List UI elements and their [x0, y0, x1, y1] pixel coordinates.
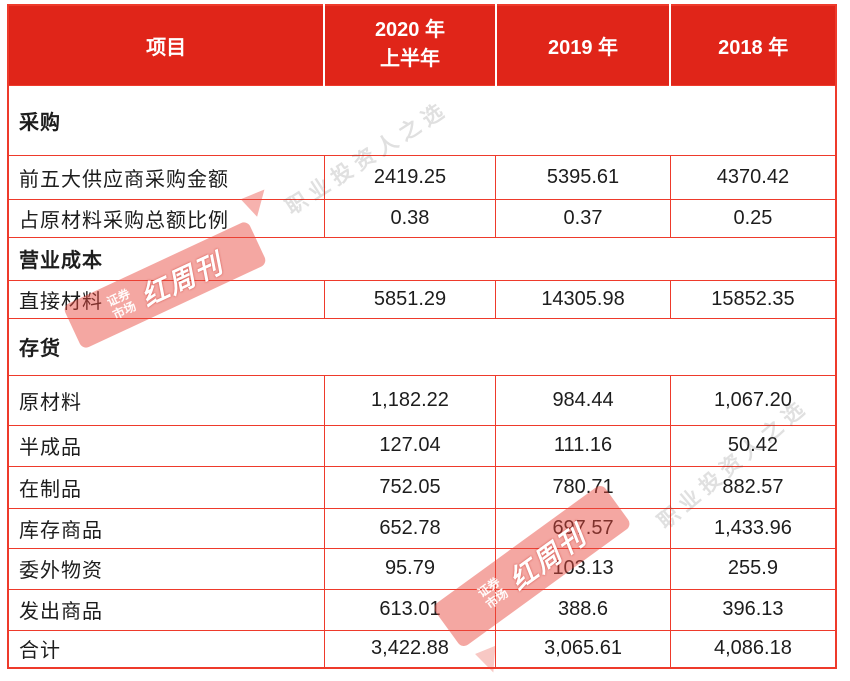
cell-value: 388.6	[495, 588, 671, 631]
row-label: 合计	[7, 629, 325, 669]
cell-value: 50.42	[669, 424, 837, 467]
section-row-operating-cost: 营业成本	[7, 236, 837, 281]
row-label: 前五大供应商采购金额	[7, 154, 325, 200]
cell-value: 15852.35	[669, 279, 837, 319]
section-title: 采购	[7, 84, 837, 156]
section-row-inventory: 存货	[7, 317, 837, 376]
cell-value: 2419.25	[323, 154, 497, 200]
cell-value: 4,086.18	[669, 629, 837, 669]
table-row-total: 合计 3,422.88 3,065.61 4,086.18	[7, 629, 837, 669]
table-row: 在制品 752.05 780.71 882.57	[7, 465, 837, 509]
cell-value: 882.57	[669, 465, 837, 509]
col-header-2019: 2019 年	[494, 5, 671, 85]
cell-value: 1,433.96	[669, 507, 837, 549]
row-label: 委外物资	[7, 547, 325, 590]
table-row: 半成品 127.04 111.16 50.42	[7, 424, 837, 467]
col-header-2020-line1: 2020 年	[374, 19, 445, 42]
table-row: 前五大供应商采购金额 2419.25 5395.61 4370.42	[7, 154, 837, 200]
cell-value: 127.04	[323, 424, 497, 467]
cell-value: 5395.61	[495, 154, 671, 200]
cell-value: 752.05	[323, 465, 497, 509]
section-row-procurement: 采购	[7, 84, 837, 156]
cell-value: 652.78	[323, 507, 497, 549]
cell-value: 1,067.20	[669, 374, 837, 426]
row-label: 在制品	[7, 465, 325, 509]
col-header-2018: 2018 年	[669, 5, 836, 85]
cell-value: 1,182.22	[323, 374, 497, 426]
cell-value: 5851.29	[323, 279, 497, 319]
row-label: 占原材料采购总额比例	[7, 198, 325, 238]
cell-value: 103.13	[495, 547, 671, 590]
section-title: 存货	[7, 317, 837, 376]
cell-value: 396.13	[669, 588, 837, 631]
cell-value: 3,422.88	[323, 629, 497, 669]
row-label: 发出商品	[7, 588, 325, 631]
row-label: 半成品	[7, 424, 325, 467]
cell-value: 697.57	[495, 507, 671, 549]
table-row: 发出商品 613.01 388.6 396.13	[7, 588, 837, 631]
col-header-2020-line2: 上半年	[379, 48, 440, 71]
table-row: 库存商品 652.78 697.57 1,433.96	[7, 507, 837, 549]
cell-value: 95.79	[323, 547, 497, 590]
cell-value: 3,065.61	[495, 629, 671, 669]
row-label: 直接材料	[7, 279, 325, 319]
cell-value: 780.71	[495, 465, 671, 509]
row-label: 库存商品	[7, 507, 325, 549]
cell-value: 14305.98	[495, 279, 671, 319]
cell-value: 984.44	[495, 374, 671, 426]
table-row: 委外物资 95.79 103.13 255.9	[7, 547, 837, 590]
cell-value: 255.9	[669, 547, 837, 590]
financial-table: 项目 2020 年 上半年 2019 年 2018 年 采购 前五大供应商采购金…	[7, 4, 837, 669]
table-row: 占原材料采购总额比例 0.38 0.37 0.25	[7, 198, 837, 238]
cell-value: 0.37	[495, 198, 671, 238]
table-row: 直接材料 5851.29 14305.98 15852.35	[7, 279, 837, 319]
table-row: 原材料 1,182.22 984.44 1,067.20	[7, 374, 837, 426]
cell-value: 613.01	[323, 588, 497, 631]
col-header-2020h1: 2020 年 上半年	[323, 5, 496, 85]
section-title: 营业成本	[7, 236, 837, 281]
col-header-item: 项目	[8, 5, 325, 85]
cell-value: 111.16	[495, 424, 671, 467]
cell-value: 0.38	[323, 198, 497, 238]
header-row: 项目 2020 年 上半年 2019 年 2018 年	[8, 5, 836, 85]
cell-value: 4370.42	[669, 154, 837, 200]
cell-value: 0.25	[669, 198, 837, 238]
row-label: 原材料	[7, 374, 325, 426]
